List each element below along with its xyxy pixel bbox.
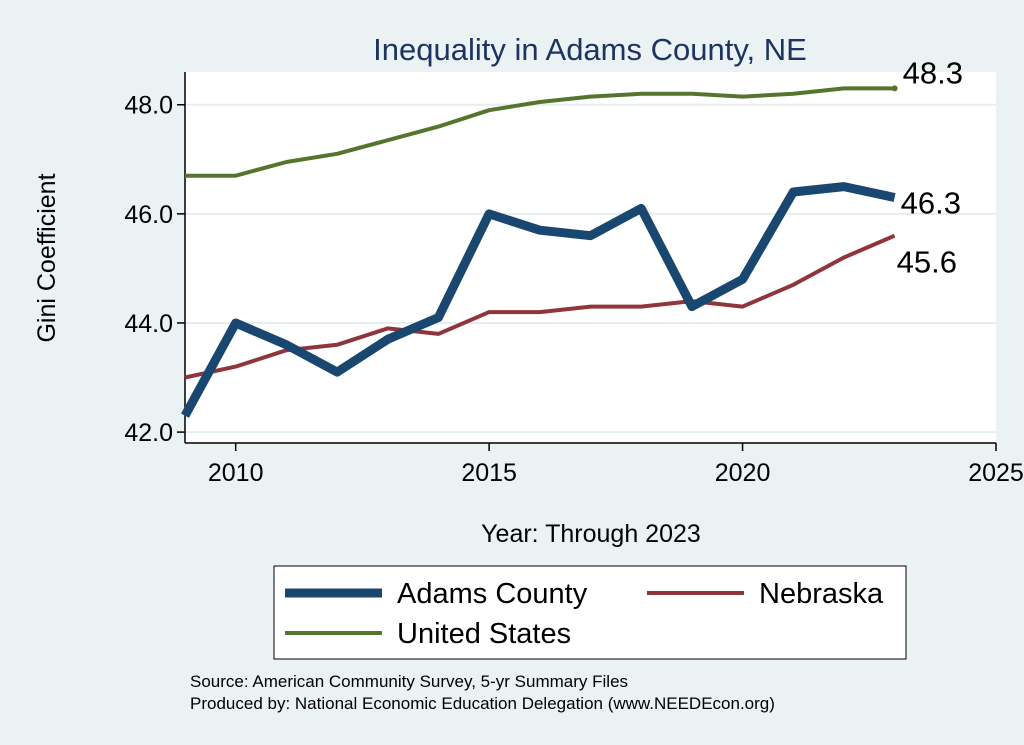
end-labels: 46.3 45.6 48.3	[897, 55, 963, 279]
legend-label: United States	[397, 618, 571, 650]
x-tick-label: 2025	[968, 459, 1024, 487]
end-label-united-states: 48.3	[903, 55, 963, 90]
x-axis-title: Year: Through 2023	[481, 520, 701, 548]
y-tick-label: 46.0	[124, 201, 173, 229]
x-tick-label: 2015	[461, 459, 517, 487]
legend-label: Nebraska	[759, 578, 884, 610]
y-tick-label: 42.0	[124, 419, 173, 447]
footer-producer: Produced by: National Economic Education…	[190, 694, 775, 713]
legend-box	[273, 565, 907, 660]
end-marker-united-states	[891, 85, 898, 92]
x-tick-label: 2020	[715, 459, 771, 487]
y-tick-label: 48.0	[124, 92, 173, 120]
legend-label: Adams County	[397, 578, 588, 610]
axes: 42.0 44.0 46.0 48.0 2010 2015 2020 2025	[124, 72, 1024, 487]
legend-items: Adams County Nebraska United States	[285, 578, 884, 650]
end-label-adams-county: 46.3	[901, 185, 961, 220]
y-axis-title: Gini Coefficient	[33, 173, 61, 342]
series-layer	[181, 85, 898, 418]
plot-area	[185, 72, 996, 443]
footer-source: Source: American Community Survey, 5-yr …	[190, 672, 628, 691]
x-tick-label: 2010	[208, 459, 264, 487]
end-label-nebraska: 45.6	[897, 245, 957, 280]
gridlines	[185, 103, 996, 434]
y-tick-label: 44.0	[124, 310, 173, 338]
legend: Adams County Nebraska United States	[273, 565, 907, 660]
chart-title: Inequality in Adams County, NE	[373, 32, 807, 67]
